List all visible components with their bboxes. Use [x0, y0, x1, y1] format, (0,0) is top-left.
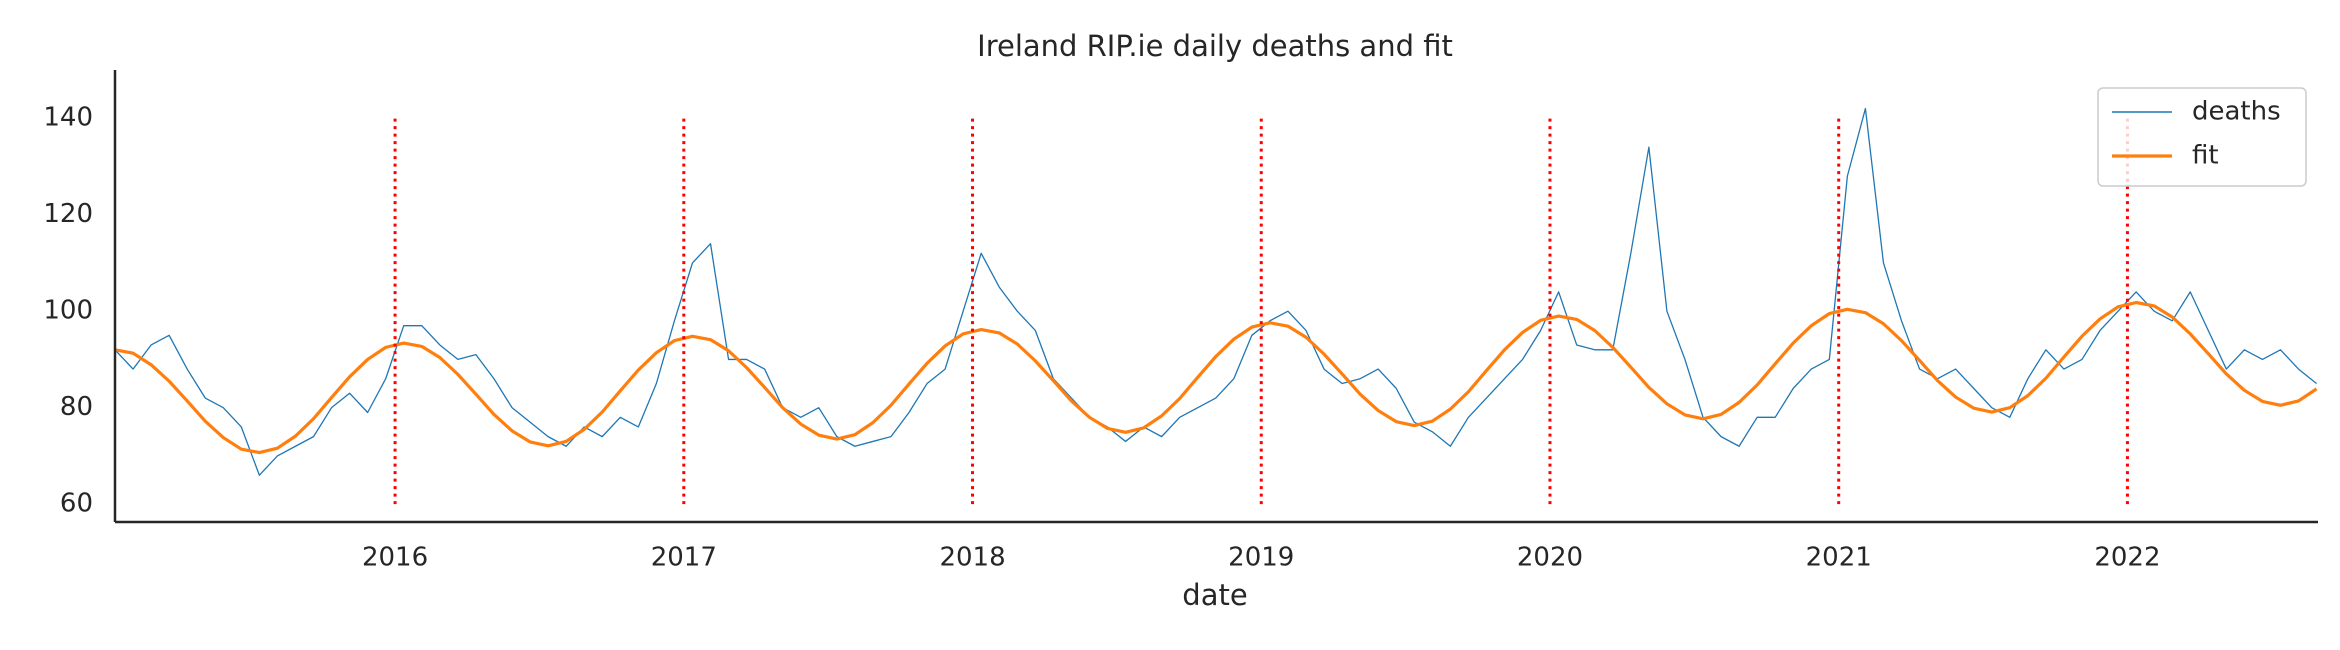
x-axis-label: date: [1182, 578, 1247, 612]
legend-label: fit: [2192, 141, 2219, 171]
y-tick-label: 140: [43, 103, 93, 133]
y-tick-label: 60: [60, 489, 93, 519]
x-tick-label: 2018: [939, 543, 1005, 573]
x-tick-label: 2020: [1517, 543, 1583, 573]
legend: deaths fit: [2097, 87, 2307, 187]
x-tick-label: 2019: [1228, 543, 1294, 573]
x-tick-label: 2021: [1806, 543, 1872, 573]
x-tick-label: 2016: [362, 543, 428, 573]
y-tick-label: 80: [60, 392, 93, 422]
y-tick-label: 120: [43, 199, 93, 229]
chart-title: Ireland RIP.ie daily deaths and fit: [977, 29, 1453, 63]
x-tick-label: 2017: [651, 543, 717, 573]
series-line: [114, 107, 2317, 476]
series-line: [114, 300, 2318, 455]
x-tick-label: 2022: [2094, 543, 2160, 573]
legend-label: deaths: [2192, 97, 2281, 127]
y-tick-label: 100: [43, 296, 93, 326]
